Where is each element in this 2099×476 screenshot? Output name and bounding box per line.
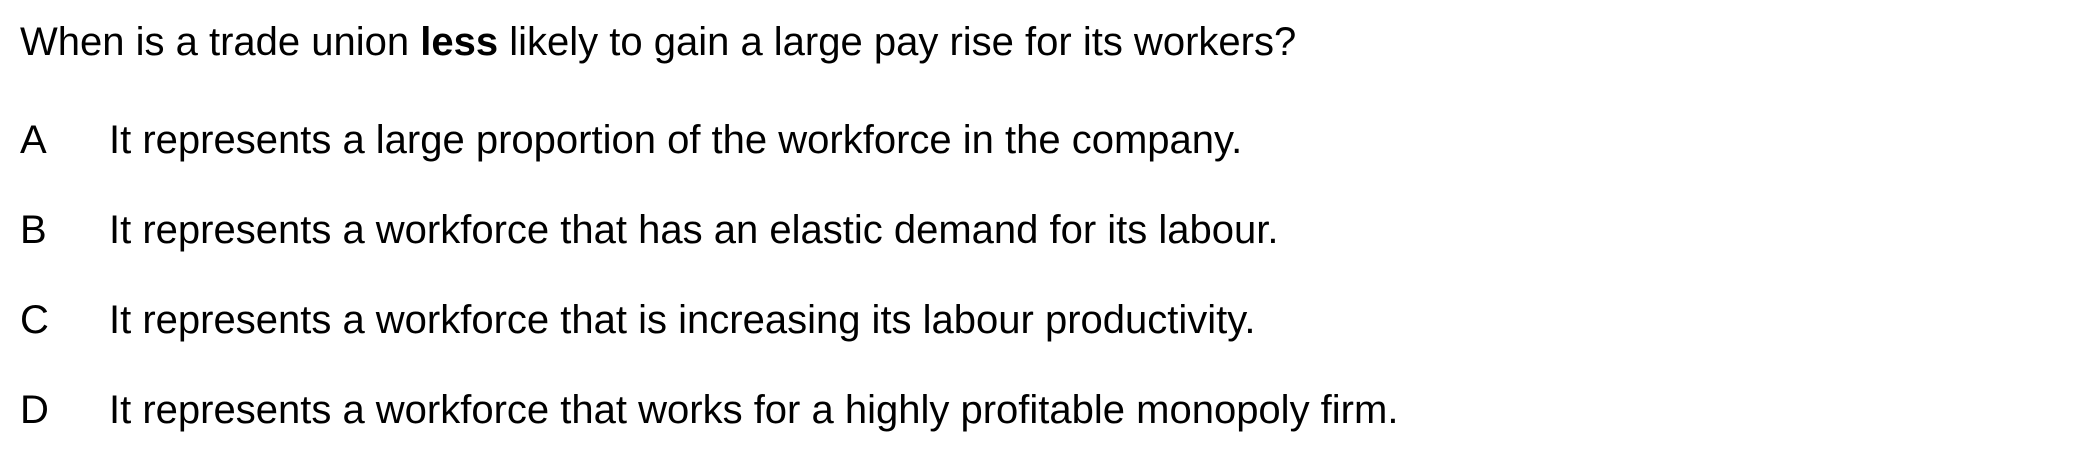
option-text: It represents a workforce that is increa…	[109, 298, 1256, 342]
question-text-start: When is a trade union	[20, 20, 421, 64]
question-text-end: likely to gain a large pay rise for its …	[498, 20, 1297, 64]
question-text: When is a trade union less likely to gai…	[20, 18, 1296, 66]
document-page: { "question": { "before": "When is a tra…	[20, 18, 1399, 432]
option-letter: B	[20, 208, 47, 252]
option-text: It represents a large proportion of the …	[109, 118, 1243, 162]
question-emphasis: less	[420, 20, 499, 64]
option-text: It represents a workforce that has an el…	[109, 208, 1279, 252]
option-letter: D	[20, 388, 49, 432]
option-letter: C	[20, 298, 49, 342]
option-letter: A	[20, 118, 47, 162]
option-text: It represents a workforce that works for…	[109, 388, 1399, 432]
